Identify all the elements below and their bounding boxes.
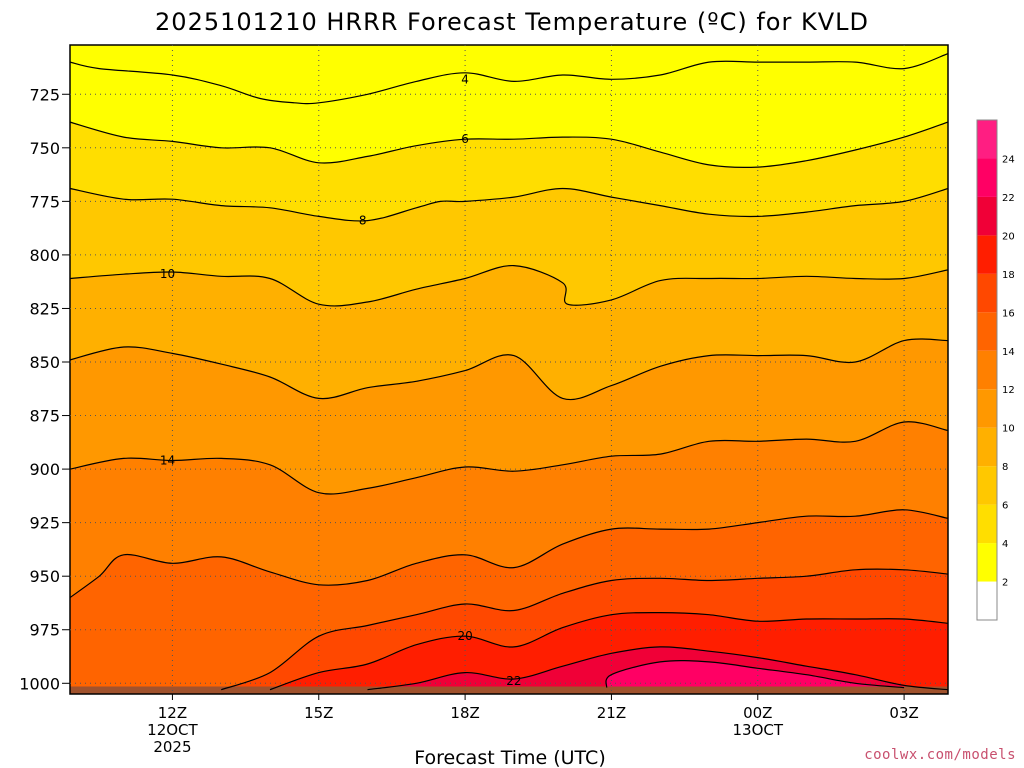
colorbar-swatch-9 [977, 235, 997, 274]
y-tick-label-800: 800 [29, 246, 60, 265]
colorbar-label-12: 12 [1002, 385, 1015, 396]
x-tick-label-12z-2: 2025 [153, 738, 191, 756]
isotherm-label-10c: 10 [160, 267, 175, 281]
colorbar-swatch-12 [977, 120, 997, 159]
isotherm-4c [70, 53, 948, 105]
colorbar-label-16: 16 [1002, 308, 1015, 319]
colorbar-label-6: 6 [1002, 501, 1008, 512]
colorbar-label-14: 14 [1002, 347, 1015, 358]
isotherm-10c [70, 264, 948, 307]
y-tick-label-750: 750 [29, 139, 60, 158]
y-tick-label-900: 900 [29, 460, 60, 479]
colorbar-swatch-0 [977, 581, 997, 620]
x-tick-label-21z-0: 21Z [597, 704, 626, 722]
chart-title: 2025101210 HRRR Forecast Temperature (ºC… [155, 8, 869, 36]
isotherm-20c [269, 611, 948, 691]
colorbar-swatch-3 [977, 466, 997, 505]
x-axis-label: Forecast Time (UTC) [414, 747, 605, 768]
y-tick-label-975: 975 [29, 621, 60, 640]
isotherm-8c [70, 187, 948, 222]
y-tick-label-775: 775 [29, 192, 60, 211]
isotherm-22c [367, 646, 948, 691]
isotherm-24c [605, 660, 905, 689]
isotherm-6c [70, 121, 948, 169]
y-tick-label-950: 950 [29, 567, 60, 586]
colorbar-label-4: 4 [1002, 539, 1008, 550]
isotherm-contours: 4 6 8 10 14 20 22 [70, 53, 948, 691]
colorbar-label-8: 8 [1002, 462, 1008, 473]
colorbar-swatch-11 [977, 158, 997, 197]
colorbar-swatch-4 [977, 427, 997, 467]
plot-frame [69, 44, 949, 695]
colorbar-swatch-2 [977, 504, 997, 544]
colorbar-swatch-1 [977, 543, 997, 582]
y-tick-label-925: 925 [29, 514, 60, 533]
band-24-plus [605, 660, 905, 688]
x-tick-label-03z-0: 03Z [889, 704, 918, 722]
x-tick-label-00z-1: 13OCT [733, 721, 784, 739]
grid-lines [70, 45, 948, 694]
x-tick-label-15z-0: 15Z [304, 704, 333, 722]
colorbar-label-20: 20 [1002, 231, 1015, 242]
isotherm-16c [70, 509, 948, 599]
colorbar-swatch-7 [977, 312, 997, 351]
colorbar-swatch-8 [977, 273, 997, 313]
x-tick-label-12z-1: 12OCT [147, 721, 198, 739]
y-tick-label-850: 850 [29, 353, 60, 372]
temperature-fills [70, 45, 948, 694]
y-tick-label-875: 875 [29, 407, 60, 426]
colorbar-frame [976, 119, 998, 621]
isotherm-label-8c: 8 [359, 214, 367, 228]
colorbar-swatch-5 [977, 389, 997, 428]
x-tick-label-00z-0: 00Z [743, 704, 772, 722]
colorbar-swatch-6 [977, 350, 997, 390]
isotherm-label-20c: 20 [457, 629, 472, 643]
isotherm-14c [70, 421, 948, 495]
isotherm-label-14c: 14 [160, 454, 175, 468]
y-tick-label-1000: 1000 [19, 674, 60, 693]
isotherm-label-4c: 4 [461, 72, 469, 86]
pressure-axis: 725 750 775 800 825 850 875 900 925 950 975 1000 [19, 85, 70, 693]
isotherm-18c [221, 568, 948, 691]
isotherm-label-6c: 6 [461, 132, 469, 146]
x-tick-label-18z-0: 18Z [450, 704, 479, 722]
colorbar-label-24: 24 [1002, 154, 1015, 165]
ground-surface [70, 686, 948, 694]
colorbar-label-2: 2 [1002, 578, 1008, 589]
y-tick-label-825: 825 [29, 299, 60, 318]
plot-area [69, 44, 949, 695]
isotherm-label-22c: 22 [506, 674, 521, 688]
band-below-4c [70, 45, 948, 104]
colorbar-label-10: 10 [1002, 424, 1015, 435]
x-tick-label-12z-0: 12Z [158, 704, 187, 722]
colorbar-label-22: 22 [1002, 193, 1015, 204]
source-credit: coolwx.com/models [864, 747, 1016, 763]
isotherm-12c [70, 338, 948, 401]
colorbar-label-18: 18 [1002, 270, 1015, 281]
colorbar-swatch-10 [977, 196, 997, 236]
y-tick-label-725: 725 [29, 85, 60, 104]
